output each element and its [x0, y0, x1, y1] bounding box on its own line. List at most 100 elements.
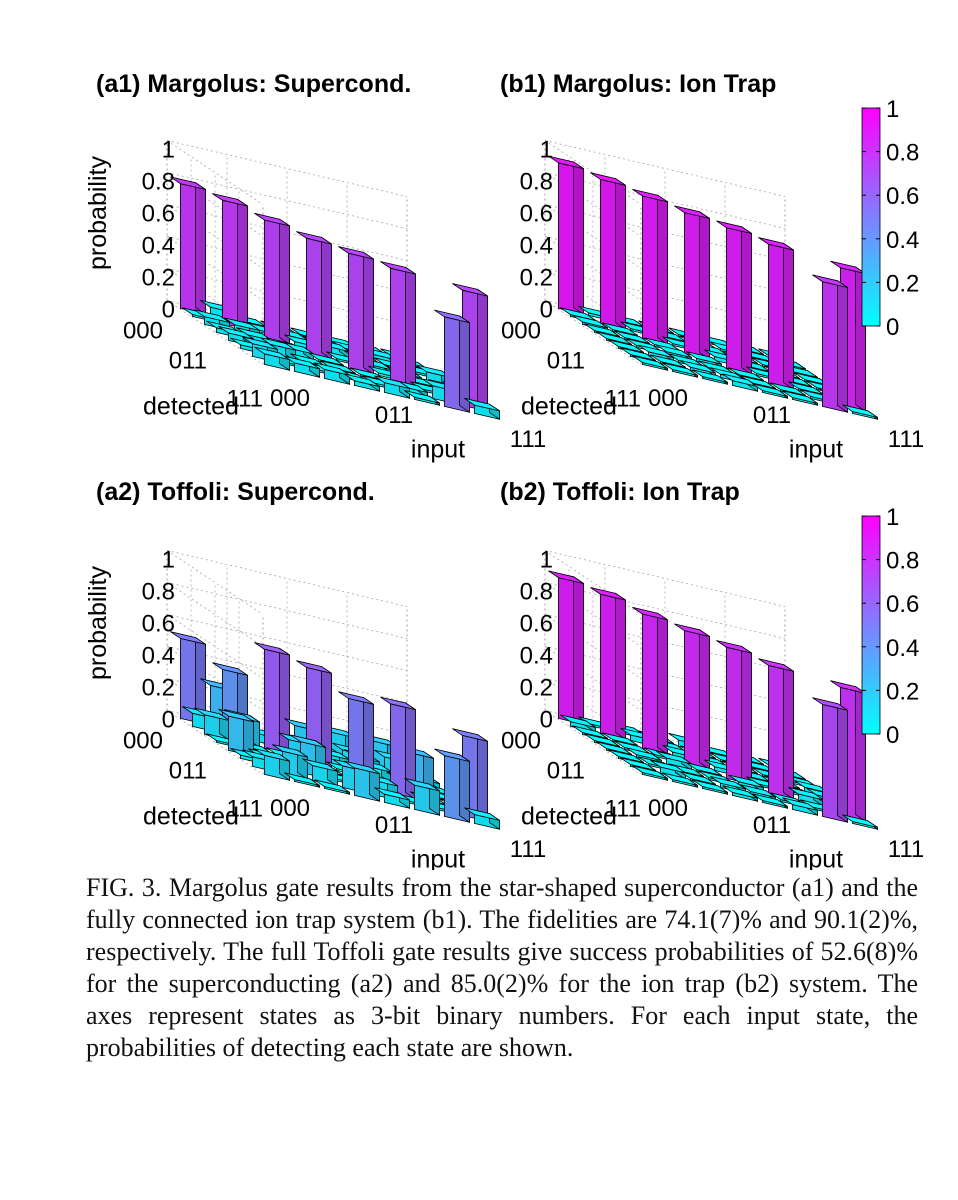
z-tick-label: 1: [162, 547, 175, 574]
bar-series: [170, 176, 501, 421]
bar: [548, 155, 584, 316]
bar: [812, 697, 848, 824]
z-tick-label: 0: [162, 297, 175, 324]
bar-series: [548, 155, 878, 421]
z-tick-label: 0.6: [142, 201, 175, 228]
z-tick-label: 0.8: [142, 169, 175, 196]
input-tick-label: 111: [510, 836, 546, 863]
z-tick-label: 0.2: [142, 265, 175, 292]
panel-3: (a2) Toffoli: Supercond. 0 0.2 0.4 0.6 0.8 1 pr…: [84, 478, 546, 870]
input-tick-label: 011: [375, 402, 413, 429]
colorbar-tick-label: 0.8: [886, 548, 919, 575]
bar: [656, 750, 692, 772]
bar-series: [170, 631, 501, 831]
z-tick-label: 0.8: [520, 579, 553, 606]
z-tick-label: 0.6: [520, 611, 553, 638]
bar: [434, 309, 471, 414]
colorbar-tick-label: 1: [886, 504, 899, 531]
bar: [254, 346, 291, 372]
bar: [674, 623, 710, 771]
colorbar-tick-label: 0.6: [886, 183, 919, 210]
input-tick-label: 000: [270, 795, 310, 822]
detected-tick-label: 000: [123, 728, 163, 755]
detected-tick-label: 111: [605, 386, 641, 413]
bar: [296, 231, 333, 361]
detected-tick-label: 011: [547, 758, 585, 785]
input-tick-label: 111: [888, 426, 924, 453]
colorbar-tick-label: 0.2: [886, 270, 919, 297]
input-axis-label: input: [411, 845, 465, 870]
bar: [782, 390, 818, 407]
z-tick-label: 0.4: [520, 233, 553, 260]
bar: [590, 172, 626, 331]
bar: [314, 362, 351, 386]
colorbar-tick-label: 0.8: [886, 140, 919, 167]
input-axis-label: input: [411, 435, 465, 463]
colorbar-tick-label: 0.6: [886, 591, 919, 618]
bar: [404, 777, 441, 817]
bar: [842, 404, 878, 421]
z-tick-label: 0.2: [520, 265, 553, 292]
detected-axis-label: detected: [521, 803, 617, 831]
input-axis-label: input: [789, 435, 843, 463]
input-tick-label: 000: [648, 795, 688, 822]
input-axis-label: input: [789, 845, 843, 870]
z-tick-label: 0.4: [142, 233, 175, 260]
z-tick-label: 1: [540, 137, 553, 164]
bar: [752, 793, 788, 810]
panel-title: (b2) Toffoli: Ion Trap: [500, 478, 740, 506]
bar: [170, 176, 207, 316]
panel-4: (b2) Toffoli: Ion Trap00.20.40.60.810000…: [500, 478, 924, 870]
panel-1: (a1) Margolus: Supercond. 0 0.2 0.4 0.6 0.8 1 p…: [84, 70, 546, 463]
bar: [674, 205, 710, 361]
bar: [692, 369, 728, 386]
z-tick-label: 0.2: [520, 675, 553, 702]
detected-tick-label: 011: [169, 348, 207, 375]
detected-axis-label: detected: [521, 393, 617, 421]
bar: [254, 748, 291, 782]
detected-tick-label: 111: [227, 386, 263, 413]
input-tick-label: 000: [270, 385, 310, 412]
bar: [464, 397, 501, 421]
detected-tick-label: 011: [169, 758, 207, 785]
colorbar: 0 0.2 0.4 0.6 0.8 1: [861, 96, 919, 341]
input-tick-label: 011: [753, 812, 791, 839]
bar: [716, 220, 752, 376]
bar-series: [548, 570, 878, 831]
bar: [284, 772, 321, 789]
bar: [662, 772, 698, 789]
z-tick-label: 1: [540, 547, 553, 574]
bar: [632, 765, 668, 782]
detected-axis-label: detected: [143, 393, 239, 421]
panel-title: (b1) Margolus: Ion Trap: [500, 70, 776, 98]
detected-tick-label: 111: [227, 796, 263, 823]
bar: [212, 193, 249, 331]
z-tick-label: 0.6: [142, 611, 175, 638]
z-axis-label: probability: [84, 156, 112, 270]
z-tick-label: 0.6: [520, 201, 553, 228]
bar: [170, 631, 207, 726]
colorbar-tick-label: 0.2: [886, 678, 919, 705]
colorbar-tick-label: 0.4: [886, 227, 919, 254]
colorbar-tick-label: 0: [886, 314, 899, 341]
colorbar-tick-label: 0: [886, 722, 899, 749]
bar: [632, 355, 668, 372]
detected-axis-label: detected: [143, 803, 239, 831]
bar: [692, 779, 728, 796]
bar: [254, 212, 291, 346]
bar: [464, 807, 501, 831]
bar: [632, 188, 668, 346]
colorbar-tick-label: 1: [886, 96, 899, 123]
panel-title: (a2) Toffoli: Supercond.: [96, 478, 375, 506]
z-tick-label: 0.2: [142, 675, 175, 702]
bar: [344, 373, 381, 393]
input-tick-label: 011: [375, 812, 413, 839]
input-tick-label: 011: [753, 402, 791, 429]
detected-tick-label: 011: [547, 348, 585, 375]
bar: [218, 708, 255, 758]
bar: [590, 587, 626, 741]
input-tick-label: 111: [888, 836, 924, 863]
bar: [434, 748, 471, 824]
z-tick-label: 0.4: [142, 643, 175, 670]
detected-tick-label: 000: [501, 318, 541, 345]
